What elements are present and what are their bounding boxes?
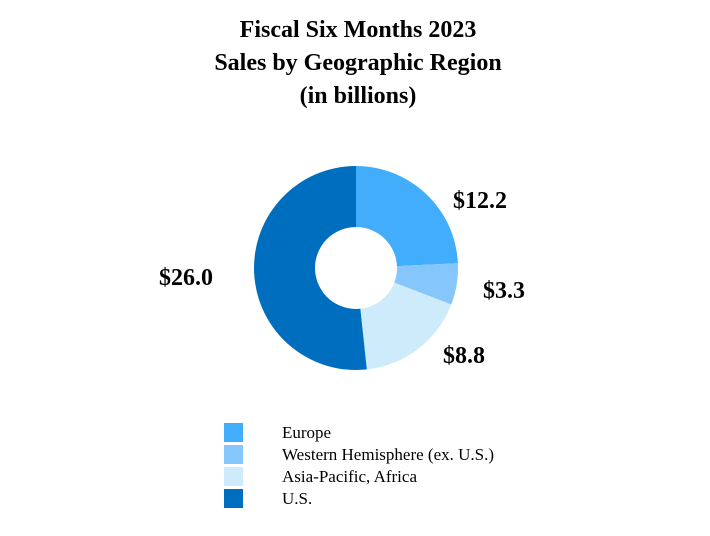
chart-title: Fiscal Six Months 2023 Sales by Geograph… <box>0 14 710 113</box>
legend-label-asia-pacific-africa: Asia-Pacific, Africa <box>282 467 417 486</box>
legend-item-asia-pacific-africa: Asia-Pacific, Africa <box>224 466 544 488</box>
data-label-europe: $12.2 <box>453 188 507 214</box>
chart-title-line-1: Fiscal Six Months 2023 <box>239 17 477 43</box>
legend-item-us: U.S. <box>224 488 544 510</box>
chart-title-line-3: (in billions) <box>299 83 417 109</box>
legend-item-western-hemisphere: Western Hemisphere (ex. U.S.) <box>224 444 544 466</box>
legend-swatch-asia-pacific-africa <box>224 467 243 486</box>
donut-slice-us <box>254 166 367 370</box>
donut-slice-western-hemisphere <box>394 263 458 305</box>
legend-swatch-us <box>224 489 243 508</box>
legend-label-europe: Europe <box>282 423 332 442</box>
legend-swatch-western-hemisphere <box>224 445 243 464</box>
legend-item-europe: Europe <box>224 422 544 444</box>
donut-slices <box>254 166 458 370</box>
legend-label-western-hemisphere: Western Hemisphere (ex. U.S.) <box>282 445 495 464</box>
data-label-us: $26.0 <box>159 265 213 291</box>
data-label-western-hemisphere: $3.3 <box>483 278 525 304</box>
donut-slice-asia-pacific-africa <box>360 282 452 370</box>
donut-slice-europe <box>356 166 458 267</box>
data-label-asia-pacific-africa: $8.8 <box>443 343 485 369</box>
chart-title-line-2: Sales by Geographic Region <box>214 50 502 76</box>
legend-label-us: U.S. <box>282 489 313 508</box>
legend-swatch-europe <box>224 423 243 442</box>
chart-legend: Europe Western Hemisphere (ex. U.S.) Asi… <box>224 422 544 510</box>
